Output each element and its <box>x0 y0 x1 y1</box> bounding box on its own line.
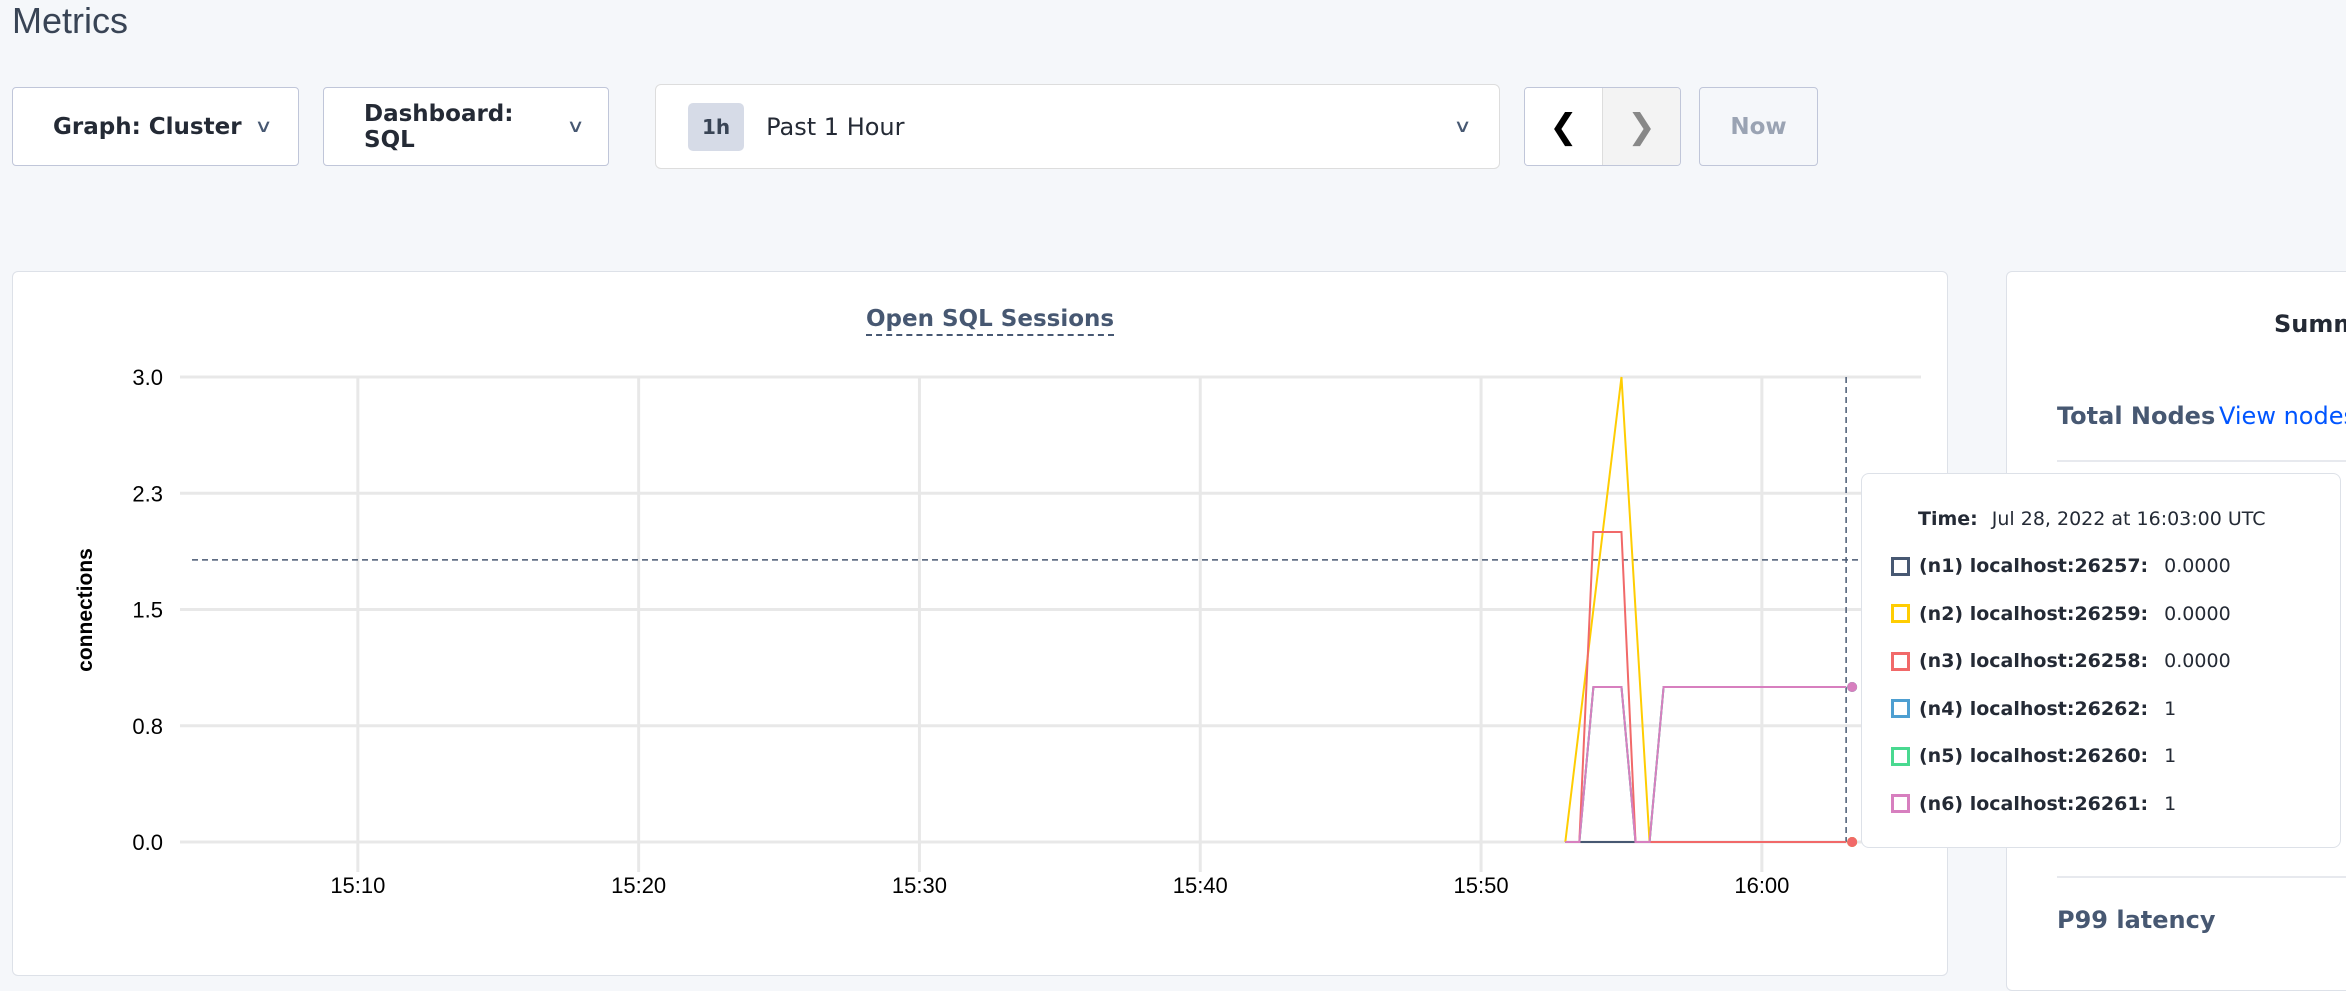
open-sql-sessions-chart[interactable]: 0.0 0.8 1.5 2.3 3.0 15:10 15:20 15:30 15:40 15:50… <box>0 0 1950 978</box>
hover-point <box>1847 837 1858 847</box>
dashboard-dropdown[interactable]: Dashboard: SQL ∨ <box>323 87 609 166</box>
p99-latency-label: P99 latency <box>2057 906 2216 934</box>
chevron-down-icon: ∨ <box>1453 116 1472 137</box>
tooltip-series-label: (n2) localhost:26259: <box>1919 602 2149 625</box>
next-time-button[interactable]: ❯ <box>1602 88 1680 165</box>
tooltip-series-value: 1 <box>2164 697 2177 720</box>
y-tick-label: 0.0 <box>132 830 163 855</box>
chevron-down-icon: ∨ <box>254 116 273 137</box>
x-tick-label: 15:10 <box>330 873 385 898</box>
y-tick-label: 2.3 <box>132 481 163 506</box>
tooltip-series-label: (n1) localhost:26257: <box>1919 555 2149 577</box>
x-tick-label: 15:50 <box>1454 873 1509 898</box>
tooltip-series-value: 0.0000 <box>2164 650 2231 672</box>
series-line <box>1565 686 1847 843</box>
tooltip-series-label: (n6) localhost:26261: <box>1919 792 2149 815</box>
tooltip-series-value: 0.0000 <box>2164 602 2231 625</box>
time-range-dropdown[interactable]: 1h Past 1 Hour ∨ <box>655 84 1500 169</box>
divider <box>2057 876 2346 878</box>
series-swatch-icon <box>1891 794 1910 813</box>
series-swatch-icon <box>1891 556 1910 576</box>
tooltip-series-label: (n4) localhost:26262: <box>1919 697 2149 720</box>
tooltip-row: (n6) localhost:26261: 1 <box>1891 793 2176 815</box>
hover-point <box>1847 682 1858 692</box>
series-swatch-icon <box>1891 746 1910 766</box>
tooltip-series-label: (n3) localhost:26258: <box>1919 650 2149 672</box>
chevron-down-icon: ∨ <box>566 116 585 137</box>
series-line <box>1565 686 1847 843</box>
page-title: Metrics <box>12 0 128 41</box>
tooltip-time-label: Time: <box>1918 508 1978 530</box>
tooltip-time: Time: Jul 28, 2022 at 16:03:00 UTC <box>1918 508 2266 530</box>
y-tick-label: 3.0 <box>132 365 163 390</box>
time-range-label: Past 1 Hour <box>766 112 905 141</box>
series-swatch-icon <box>1891 699 1910 718</box>
tooltip-row: (n1) localhost:26257: 0.0000 <box>1891 555 2231 577</box>
dashboard-dropdown-label: Dashboard: SQL <box>364 100 514 153</box>
tooltip-series-value: 1 <box>2164 792 2177 815</box>
tooltip-series-value: 0.0000 <box>2164 555 2231 577</box>
tooltip-series-label: (n5) localhost:26260: <box>1919 745 2149 767</box>
y-tick-label: 0.8 <box>132 714 163 739</box>
time-range-badge: 1h <box>688 102 745 151</box>
tooltip-series-value: 1 <box>2164 745 2177 767</box>
chevron-right-icon: ❯ <box>1627 106 1656 147</box>
chart-title[interactable]: Open SQL Sessions <box>866 306 1115 336</box>
x-tick-label: 15:30 <box>892 873 947 898</box>
total-nodes-label: Total Nodes <box>2057 402 2216 430</box>
time-nav: ❮ ❯ <box>1524 87 1681 166</box>
y-tick-label: 1.5 <box>132 598 163 623</box>
view-nodes-link[interactable]: View nodes <box>2219 402 2346 430</box>
tooltip-row: (n3) localhost:26258: 0.0000 <box>1891 650 2231 672</box>
x-tick-label: 15:20 <box>611 873 666 898</box>
y-axis-label: connections <box>74 548 97 672</box>
series-line <box>1565 686 1847 843</box>
tooltip-time-value: Jul 28, 2022 at 16:03:00 UTC <box>1991 508 2266 530</box>
chart-tooltip: Time: Jul 28, 2022 at 16:03:00 UTC (n1) l… <box>1861 473 2341 848</box>
summary-title: Summ <box>2274 310 2346 338</box>
now-button[interactable]: Now <box>1699 87 1818 166</box>
chevron-left-icon: ❮ <box>1549 106 1578 147</box>
divider <box>2057 460 2346 462</box>
series-swatch-icon <box>1891 604 1910 623</box>
prev-time-button[interactable]: ❮ <box>1525 88 1602 165</box>
x-tick-label: 15:40 <box>1173 873 1228 898</box>
graph-dropdown[interactable]: Graph: Cluster ∨ <box>12 87 299 166</box>
series-swatch-icon <box>1891 651 1910 671</box>
tooltip-row: (n4) localhost:26262: 1 <box>1891 698 2176 720</box>
graph-dropdown-label: Graph: Cluster <box>53 113 242 140</box>
tooltip-row: (n2) localhost:26259: 0.0000 <box>1891 603 2231 625</box>
x-tick-label: 16:00 <box>1734 873 1789 898</box>
tooltip-row: (n5) localhost:26260: 1 <box>1891 745 2176 767</box>
